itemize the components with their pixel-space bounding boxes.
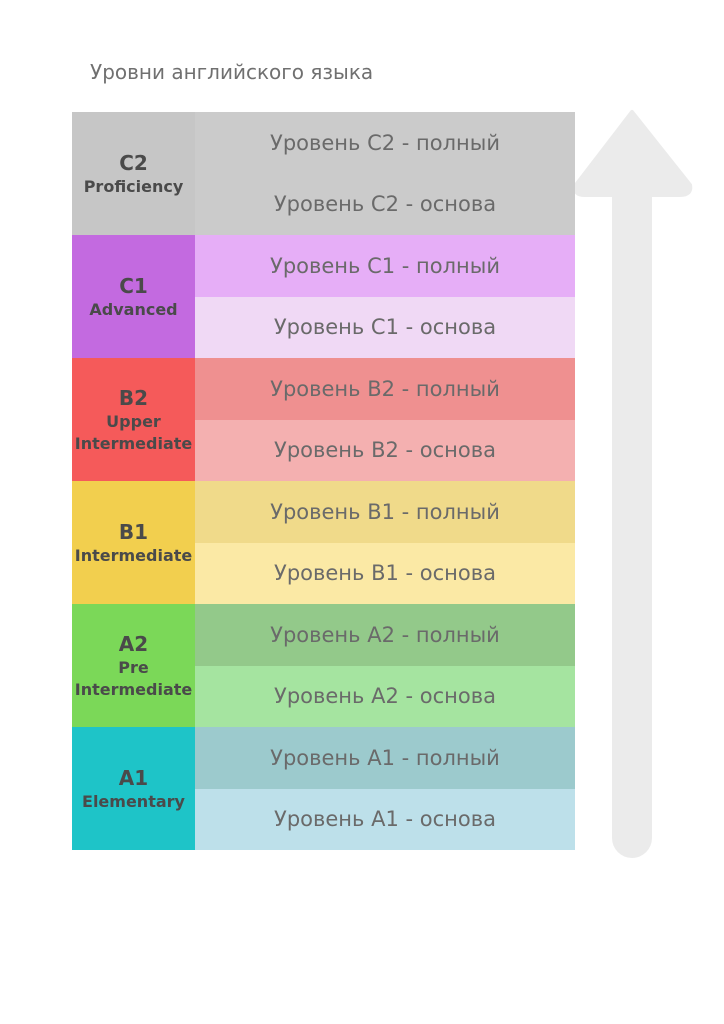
sublevel: Уровень A1 - основа <box>195 788 575 850</box>
level-code-box: A1 Elementary <box>72 727 195 850</box>
sublevel: Уровень B1 - полный <box>195 481 575 543</box>
sublevel: Уровень A1 - полный <box>195 727 575 789</box>
level-name: Upper <box>106 411 161 431</box>
sublevel: Уровень B2 - основа <box>195 419 575 481</box>
level-name: Intermediate <box>74 679 193 699</box>
level-code-box: C1 Advanced <box>72 235 195 358</box>
level-name: Intermediate <box>74 433 193 453</box>
level-code-box: B1 Intermediate <box>72 481 195 604</box>
title: Уровни английского языка <box>90 60 374 84</box>
level-code: B1 <box>118 519 149 544</box>
sublevel: Уровень B2 - полный <box>195 358 575 420</box>
level-code: A1 <box>118 765 149 790</box>
level-name: Elementary <box>82 791 185 811</box>
sublevel: Уровень A2 - полный <box>195 604 575 666</box>
sublevel: Уровень C1 - полный <box>195 235 575 297</box>
level-code-box: C2 Proficiency <box>72 112 195 235</box>
level-name: Pre <box>118 657 149 677</box>
sublevel: Уровень A2 - основа <box>195 665 575 727</box>
level-code-box: B2 Upper Intermediate <box>72 358 195 481</box>
level-name: Proficiency <box>83 176 184 196</box>
level-name: Intermediate <box>74 545 193 565</box>
level-code: C1 <box>119 273 148 298</box>
level-code: B2 <box>118 385 149 410</box>
level-code-box: A2 Pre Intermediate <box>72 604 195 727</box>
level-code: C2 <box>119 150 148 175</box>
level-name: Advanced <box>89 299 178 319</box>
sublevel: Уровень C2 - основа <box>195 173 575 235</box>
sublevel: Уровень C2 - полный <box>195 112 575 174</box>
sublevel: Уровень B1 - основа <box>195 542 575 604</box>
level-code: A2 <box>118 631 149 656</box>
sublevel: Уровень C1 - основа <box>195 296 575 358</box>
